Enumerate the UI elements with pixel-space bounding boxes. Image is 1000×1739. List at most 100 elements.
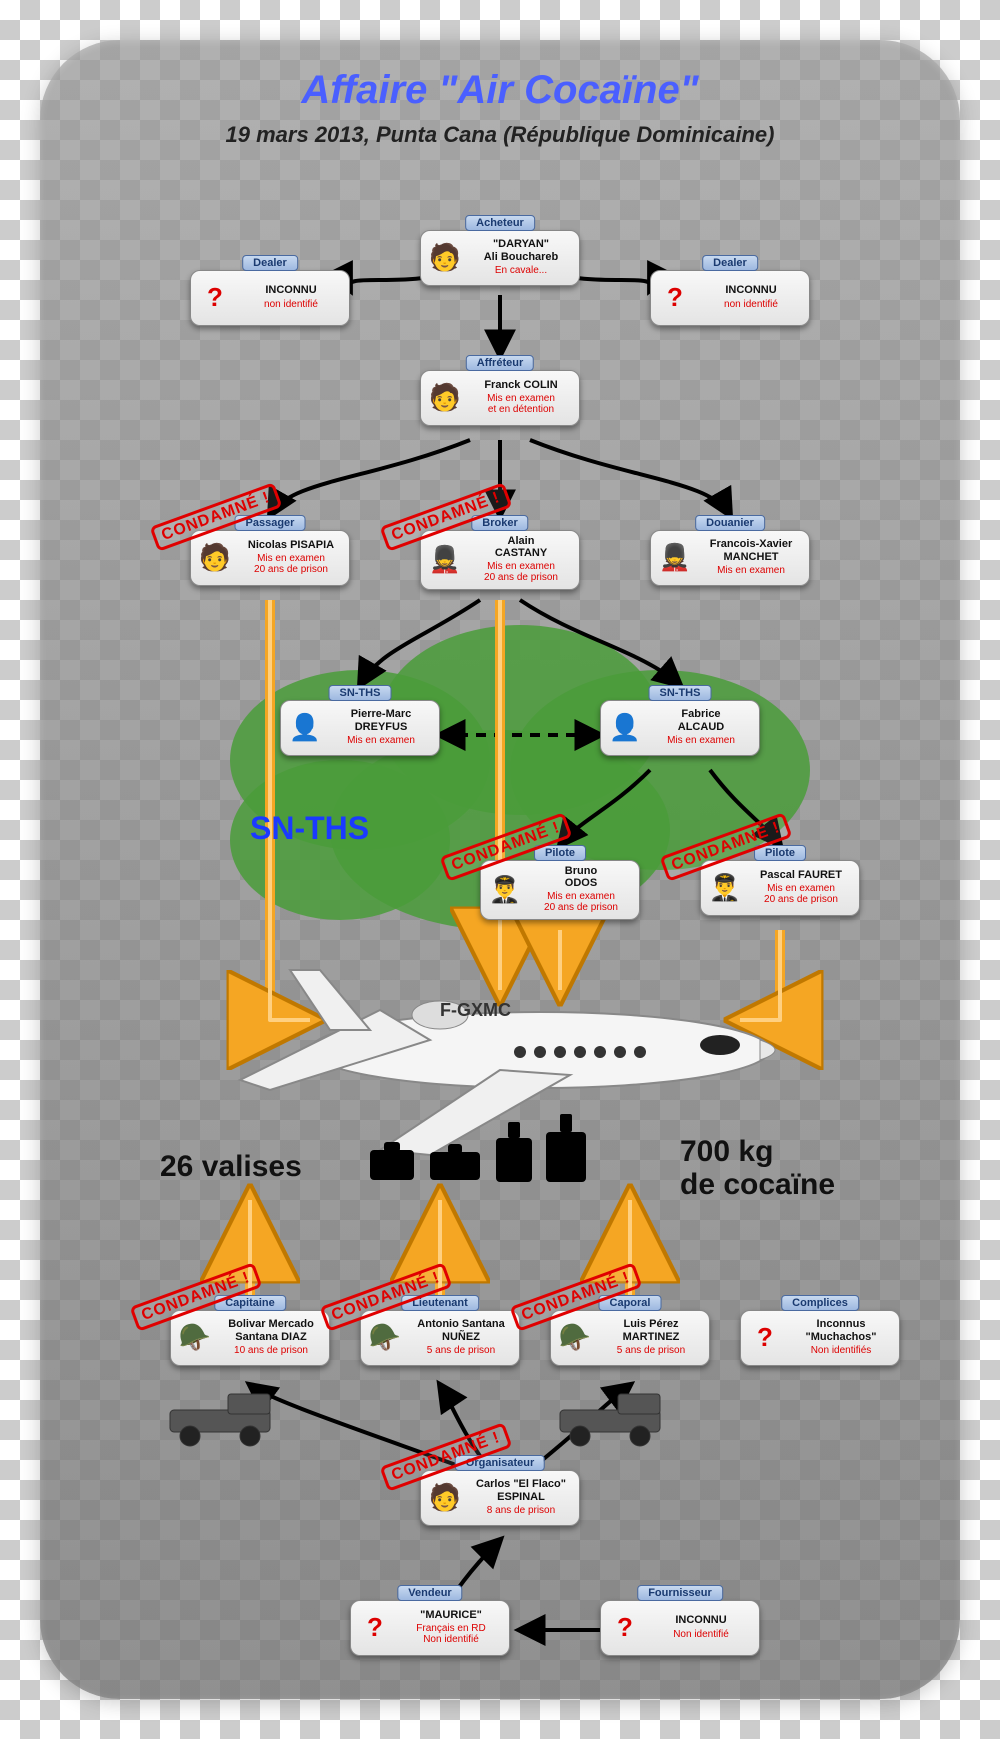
person-name: Luis Pérez MARTINEZ <box>599 1318 703 1342</box>
person-status: Non identifié <box>649 1629 753 1640</box>
person-status: non identifié <box>699 299 803 310</box>
role-tab: Capitaine <box>214 1295 286 1311</box>
suitcases-icon <box>370 1114 586 1182</box>
qmark-icon: ? <box>657 275 693 319</box>
node-fournisseur: Fournisseur?INCONNUNon identifié <box>600 1600 760 1656</box>
node-dealer1: Dealer?INCONNUnon identifié <box>190 270 350 326</box>
role-tab: Caporal <box>599 1295 662 1311</box>
node-caporal: Caporal🪖Luis Pérez MARTINEZ5 ans de pris… <box>550 1310 710 1366</box>
person-icon: 🧑 <box>197 535 233 579</box>
pilot-icon: 👨‍✈️ <box>487 867 523 911</box>
node-broker: Broker💂Alain CASTANYMis en examen 20 ans… <box>420 530 580 590</box>
suit-icon: 👤 <box>607 705 643 749</box>
person-name: INCONNU <box>699 284 803 296</box>
qmark-icon: ? <box>357 1605 393 1649</box>
person-name: Francois-Xavier MANCHET <box>699 538 803 562</box>
person-status: Français en RD Non identifié <box>399 1623 503 1645</box>
person-name: Alain CASTANY <box>469 535 573 559</box>
role-tab: Douanier <box>695 515 765 531</box>
node-pilote2: Pilote👨‍✈️Pascal FAURETMis en examen 20 … <box>700 860 860 916</box>
node-snths1: SN-THS👤Pierre-Marc DREYFUSMis en examen <box>280 700 440 756</box>
role-tab: Vendeur <box>397 1585 462 1601</box>
role-tab: Passager <box>235 515 306 531</box>
node-acheteur: Acheteur🧑"DARYAN" Ali BoucharebEn cavale… <box>420 230 580 286</box>
person-name: Fabrice ALCAUD <box>649 708 753 732</box>
person-status: 8 ans de prison <box>469 1505 573 1516</box>
person-name: Antonio Santana NUÑEZ <box>409 1318 513 1342</box>
node-organisateur: Organisateur🧑Carlos "El Flaco" ESPINAL8 … <box>420 1470 580 1526</box>
truck-icon-1 <box>170 1394 270 1446</box>
person-name: INCONNU <box>649 1614 753 1626</box>
qmark-icon: ? <box>607 1605 643 1649</box>
person-status: Mis en examen 20 ans de prison <box>469 561 573 583</box>
qmark-icon: ? <box>197 275 233 319</box>
node-affreteur: Affréteur🧑Franck COLINMis en examen et e… <box>420 370 580 426</box>
node-vendeur: Vendeur?"MAURICE"Français en RD Non iden… <box>350 1600 510 1656</box>
truck-icon-2 <box>560 1394 660 1446</box>
soldier-icon: 💂 <box>657 535 693 579</box>
person-status: non identifié <box>239 299 343 310</box>
person-name: Pierre-Marc DREYFUS <box>329 708 433 732</box>
snths-company-label: SN-THS <box>250 810 369 847</box>
person-name: Pascal FAURET <box>749 869 853 881</box>
node-dealer2: Dealer?INCONNUnon identifié <box>650 270 810 326</box>
person-name: Franck COLIN <box>469 379 573 391</box>
plane-registration: F-GXMC <box>440 1000 511 1021</box>
role-tab: Organisateur <box>455 1455 545 1471</box>
role-tab: Affréteur <box>466 355 534 371</box>
person-name: Bruno ODOS <box>529 865 633 889</box>
role-tab: Fournisseur <box>637 1585 723 1601</box>
role-tab: Lieutenant <box>401 1295 479 1311</box>
role-tab: Broker <box>471 515 528 531</box>
role-tab: Complices <box>781 1295 859 1311</box>
diagram-title: Affaire "Air Cocaïne" <box>40 68 960 113</box>
person-name: Carlos "El Flaco" ESPINAL <box>469 1478 573 1502</box>
army-icon: 🪖 <box>367 1315 403 1359</box>
person-name: Nicolas PISAPIA <box>239 539 343 551</box>
person-name: Inconnus "Muchachos" <box>789 1318 893 1342</box>
cocaine-weight: 700 kg de cocaïne <box>680 1135 835 1201</box>
pilot-icon: 👨‍✈️ <box>707 865 743 909</box>
person-status: Mis en examen <box>649 735 753 746</box>
person-status: 10 ans de prison <box>219 1345 323 1356</box>
role-tab: Dealer <box>242 255 298 271</box>
node-lieutenant: Lieutenant🪖Antonio Santana NUÑEZ5 ans de… <box>360 1310 520 1366</box>
army-icon: 🪖 <box>557 1315 593 1359</box>
person-status: En cavale... <box>469 265 573 276</box>
diagram-subtitle: 19 mars 2013, Punta Cana (République Dom… <box>40 122 960 148</box>
soldier-icon: 💂 <box>427 537 463 581</box>
person-status: Mis en examen <box>329 735 433 746</box>
node-passager: Passager🧑Nicolas PISAPIAMis en examen 20… <box>190 530 350 586</box>
node-complices: Complices?Inconnus "Muchachos"Non identi… <box>740 1310 900 1366</box>
person-name: "DARYAN" Ali Bouchareb <box>469 238 573 262</box>
person-status: Mis en examen 20 ans de prison <box>239 553 343 575</box>
role-tab: Pilote <box>534 845 586 861</box>
main-panel: Affaire "Air Cocaïne" 19 mars 2013, Punt… <box>40 40 960 1699</box>
person-status: Non identifiés <box>789 1345 893 1356</box>
valises-count: 26 valises <box>160 1150 302 1183</box>
person-status: 5 ans de prison <box>599 1345 703 1356</box>
node-snths2: SN-THS👤Fabrice ALCAUDMis en examen <box>600 700 760 756</box>
army-icon: 🪖 <box>177 1315 213 1359</box>
role-tab: SN-THS <box>649 685 712 701</box>
person-icon: 🧑 <box>427 1475 463 1519</box>
person-status: Mis en examen et en détention <box>469 393 573 415</box>
role-tab: Acheteur <box>465 215 535 231</box>
person-name: Bolivar Mercado Santana DIAZ <box>219 1318 323 1342</box>
person-name: INCONNU <box>239 284 343 296</box>
person-status: Mis en examen 20 ans de prison <box>529 891 633 913</box>
person-status: Mis en examen <box>699 565 803 576</box>
role-tab: Pilote <box>754 845 806 861</box>
person-name: "MAURICE" <box>399 1609 503 1621</box>
suit-icon: 👤 <box>287 705 323 749</box>
person-status: 5 ans de prison <box>409 1345 513 1356</box>
person-status: Mis en examen 20 ans de prison <box>749 883 853 905</box>
qmark-icon: ? <box>747 1315 783 1359</box>
node-capitaine: Capitaine🪖Bolivar Mercado Santana DIAZ10… <box>170 1310 330 1366</box>
node-douanier: Douanier💂Francois-Xavier MANCHETMis en e… <box>650 530 810 586</box>
plane-icon <box>240 970 775 1155</box>
person-icon: 🧑 <box>427 375 463 419</box>
person-icon: 🧑 <box>427 235 463 279</box>
node-pilote1: Pilote👨‍✈️Bruno ODOSMis en examen 20 ans… <box>480 860 640 920</box>
role-tab: Dealer <box>702 255 758 271</box>
